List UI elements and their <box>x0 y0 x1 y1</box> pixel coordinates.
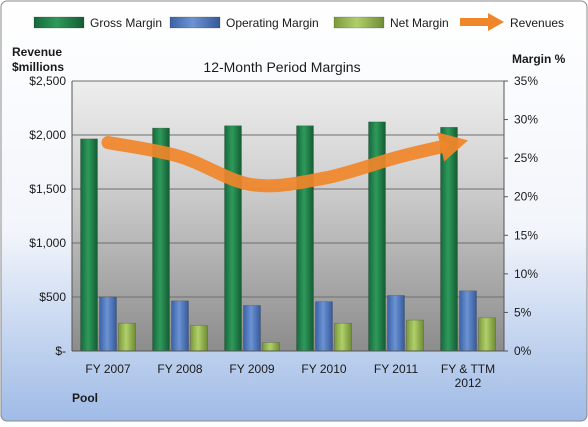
chart-title: 12-Month Period Margins <box>203 59 360 75</box>
legend-label: Revenues <box>510 16 564 30</box>
legend-revenues: Revenues <box>460 13 564 31</box>
legend-swatch-arrow <box>488 13 504 31</box>
right-tick-label: 5% <box>514 305 532 319</box>
x-tick-label: FY 2009 <box>229 362 274 376</box>
left-axis-label-line2: $millions <box>12 60 64 74</box>
legend-label: Gross Margin <box>90 16 162 30</box>
legend-gross-margin: Gross Margin <box>33 16 162 30</box>
right-tick-label: 20% <box>514 190 538 204</box>
x-tick-label: FY & TTM <box>441 362 495 376</box>
revenue-line-layer <box>101 132 468 193</box>
legend-swatch <box>33 16 85 29</box>
revenue-arrowhead <box>437 132 468 162</box>
left-axis-label-line1: Revenue <box>12 45 62 59</box>
right-tick-label: 25% <box>514 151 538 165</box>
x-tick-label: 2012 <box>455 376 482 390</box>
net-margin-bar <box>262 342 280 352</box>
x-tick-label: FY 2011 <box>374 362 419 376</box>
x-tick-label: FY 2010 <box>301 362 346 376</box>
net-margin-bar <box>190 325 208 352</box>
operating-margin-bar <box>171 300 189 352</box>
gross-margin-bar <box>80 138 98 352</box>
right-tick-label: 30% <box>514 113 538 127</box>
right-axis-label: Margin % <box>512 52 566 66</box>
gross-margin-bar <box>152 127 170 352</box>
left-tick-label: $2,500 <box>29 74 66 88</box>
legend-net-margin: Net Margin <box>333 16 449 30</box>
right-tick-label: 0% <box>514 344 532 358</box>
operating-margin-bar <box>387 295 405 352</box>
operating-margin-bar <box>315 301 333 352</box>
left-tick-label: $1,500 <box>29 182 66 196</box>
legend-label: Operating Margin <box>226 16 319 30</box>
net-margin-bar <box>478 317 496 352</box>
company-label: Pool <box>72 391 98 405</box>
gross-margin-bar <box>224 125 242 352</box>
left-tick-label: $- <box>55 344 66 358</box>
gross-margin-bar <box>296 125 314 352</box>
x-tick-label: FY 2007 <box>85 362 130 376</box>
revenue-line <box>101 136 448 193</box>
left-tick-label: $2,000 <box>29 128 66 142</box>
left-tick-label: $1,000 <box>29 236 66 250</box>
legend-swatch <box>169 16 221 29</box>
gross-margin-bar <box>440 126 458 352</box>
right-tick-label: 15% <box>514 228 538 242</box>
axes-layer: $- $500 $1,000 $1,500 $2,000 $2,500 0% 5% 10% 15%… <box>29 74 538 390</box>
operating-margin-bar <box>459 290 477 352</box>
legend-swatch <box>333 16 385 29</box>
legend-operating-margin: Operating Margin <box>169 16 319 30</box>
right-tick-label: 10% <box>514 267 538 281</box>
right-tick-label: 35% <box>514 74 538 88</box>
x-tick-label: FY 2008 <box>157 362 202 376</box>
net-margin-bar <box>406 319 424 352</box>
legend-label: Net Margin <box>390 16 449 30</box>
operating-margin-bar <box>243 305 261 352</box>
net-margin-bar <box>118 322 136 352</box>
plot-area <box>72 81 504 351</box>
legend: Gross Margin Operating Margin Net Margin Re… <box>33 13 564 31</box>
left-tick-label: $500 <box>39 290 66 304</box>
operating-margin-bar <box>99 296 117 352</box>
net-margin-bar <box>334 322 352 352</box>
